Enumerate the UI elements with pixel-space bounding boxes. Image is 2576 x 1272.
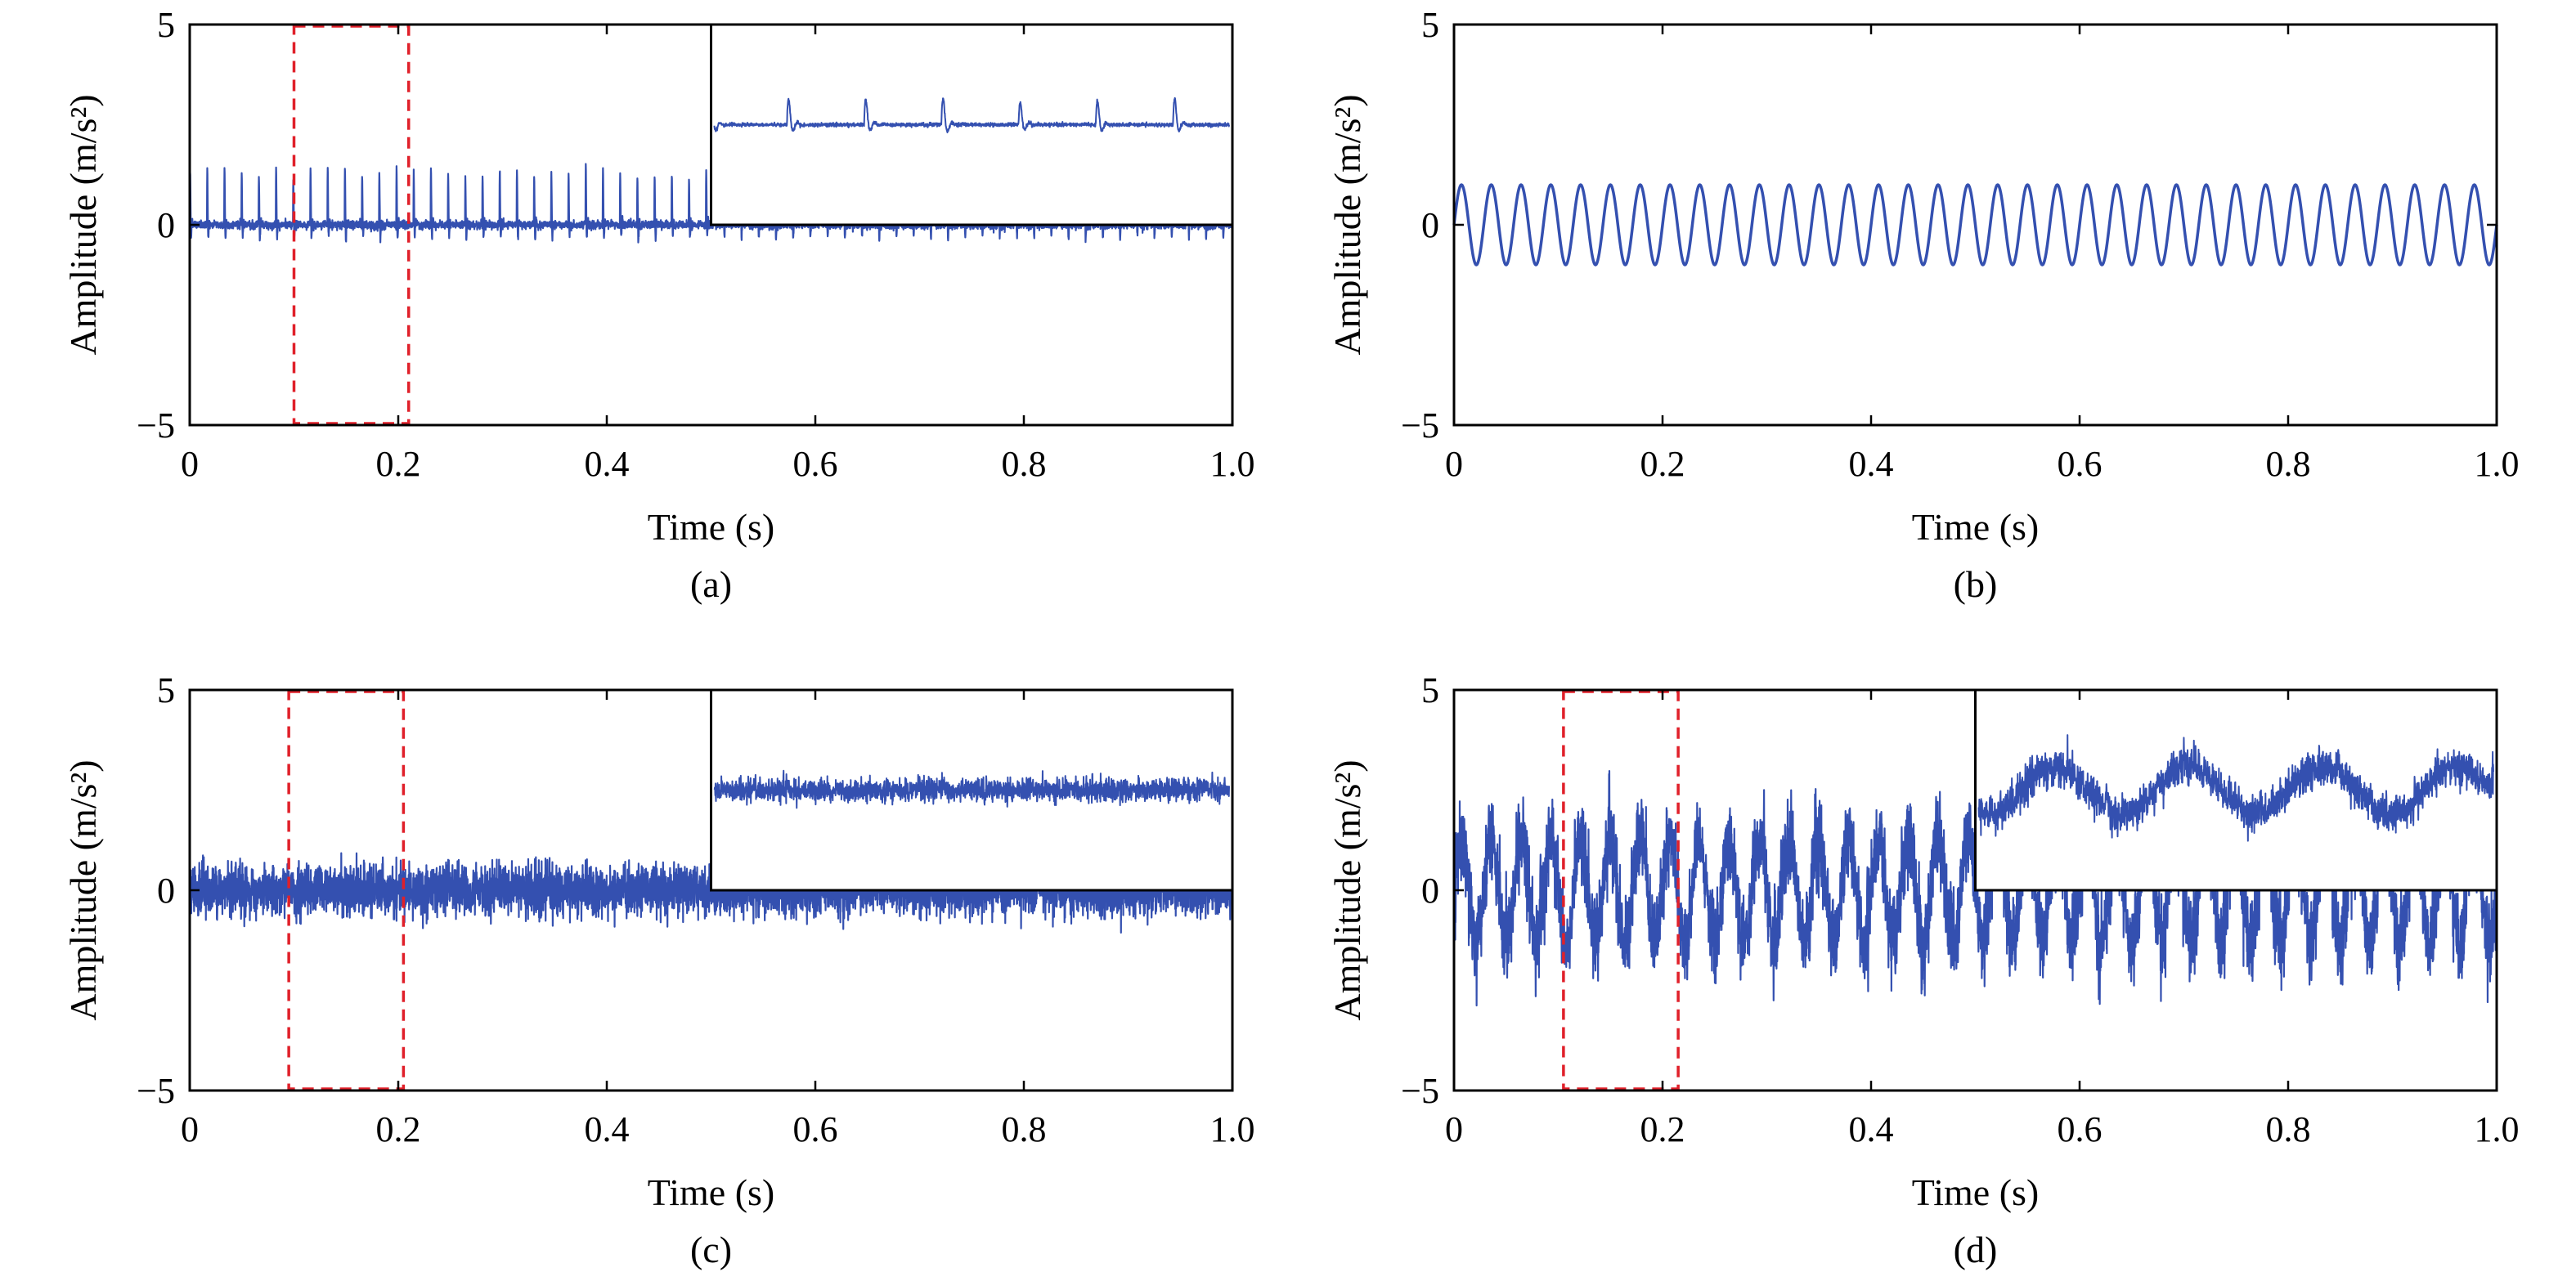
y-tick-label: 5 [157,670,175,710]
inset-signal-trace [1977,734,2494,842]
x-tick-label: 1.0 [2475,1109,2520,1149]
x-tick-label: 0.4 [585,444,630,484]
y-tick-label: 0 [157,205,175,245]
y-tick-label: −5 [137,1071,175,1111]
x-tick-label: 0 [181,444,199,484]
chart-panel-c: 0 0.2 0.4 0.6 0.8 1.0 −5 0 5 Time (s) Am… [62,670,1255,1270]
panel-label: (b) [1954,563,1998,605]
zoom-window-marker [287,690,406,1091]
x-tick-label: 0.8 [2266,1109,2311,1149]
inset-signal-trace [713,96,1230,134]
x-tick-label: 0.8 [1002,444,1047,484]
y-tick-label: 0 [1421,205,1439,245]
x-tick-label: 0.4 [1849,444,1894,484]
panel-label: (d) [1954,1229,1998,1270]
x-tick-label: 0.6 [793,444,838,484]
y-axis-label: Amplitude (m/s²) [1326,759,1368,1020]
y-axis-label: Amplitude (m/s²) [1326,94,1368,355]
chart-panel-a: 0 0.2 0.4 0.6 0.8 1.0 −5 0 5 Time (s) Am… [62,5,1255,605]
x-axis-label: Time (s) [1912,506,2040,548]
x-tick-label: 0 [1445,444,1463,484]
chart-panel-b: 0 0.2 0.4 0.6 0.8 1.0 −5 0 5 Time (s) Am… [1326,5,2520,605]
x-tick-label: 0.6 [2058,444,2103,484]
x-tick-label: 0.2 [1640,1109,1685,1149]
x-tick-label: 0.2 [376,444,421,484]
zoom-window-marker [292,25,411,425]
x-tick-label: 0.6 [2058,1109,2103,1149]
y-tick-label: −5 [1401,1071,1439,1111]
y-tick-label: 5 [1421,670,1439,710]
y-axis-label: Amplitude (m/s²) [62,94,104,355]
x-tick-label: 0 [1445,1109,1463,1149]
x-axis-label: Time (s) [1912,1171,2040,1213]
zoom-window-marker [1562,690,1680,1091]
x-tick-label: 0.4 [585,1109,630,1149]
x-tick-label: 0.6 [793,1109,838,1149]
x-tick-label: 0.8 [2266,444,2311,484]
x-tick-label: 0.2 [376,1109,421,1149]
x-tick-label: 0.4 [1849,1109,1894,1149]
x-tick-label: 1.0 [1210,444,1255,484]
inset-signal-trace [713,769,1230,809]
x-tick-label: 1.0 [2475,444,2520,484]
x-tick-label: 0.2 [1640,444,1685,484]
x-axis-label: Time (s) [648,1171,775,1213]
panel-label: (a) [690,563,732,605]
panel-label: (c) [690,1229,732,1270]
y-tick-label: 0 [1421,871,1439,911]
x-axis-label: Time (s) [648,506,775,548]
x-tick-label: 1.0 [1210,1109,1255,1149]
x-tick-label: 0.8 [1002,1109,1047,1149]
x-tick-label: 0 [181,1109,199,1149]
chart-panel-d: 0 0.2 0.4 0.6 0.8 1.0 −5 0 5 Time (s) Am… [1326,670,2520,1270]
y-tick-label: −5 [137,405,175,446]
y-tick-label: 5 [1421,5,1439,45]
y-tick-label: 0 [157,871,175,911]
y-tick-label: 5 [157,5,175,45]
y-axis-label: Amplitude (m/s²) [62,759,104,1020]
y-tick-label: −5 [1401,405,1439,446]
signal-trace [1452,183,2498,266]
